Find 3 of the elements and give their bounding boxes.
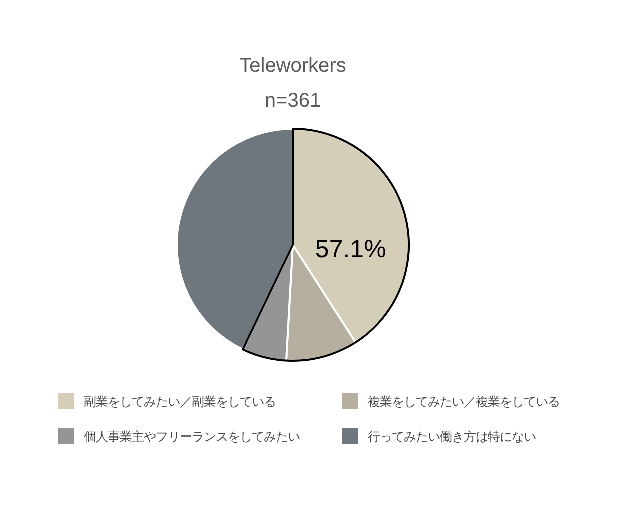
title: Teleworkers: [240, 55, 346, 77]
subtitle: n=361: [264, 90, 322, 112]
annotation: 57.1%: [315, 236, 386, 264]
